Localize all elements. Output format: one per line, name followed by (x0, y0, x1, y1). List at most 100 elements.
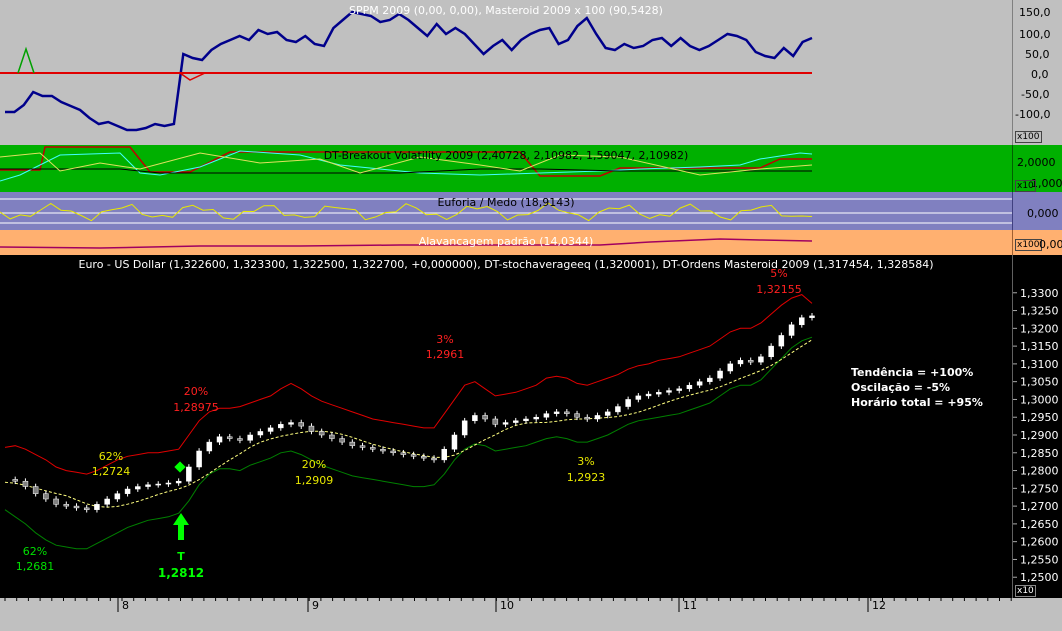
sppm-title: SPPM 2009 (0,00, 0,00), Masteroid 2009 x… (349, 4, 663, 17)
candle-body (666, 390, 672, 393)
breakout-tick: 1,0000 (1031, 177, 1062, 190)
x-tick-label: 11 (683, 599, 697, 612)
candle-body (278, 424, 284, 429)
alavancagem-axis: x100 0,00 (1012, 230, 1062, 255)
breakout-cyan-line (0, 150, 813, 182)
candle-body (696, 381, 703, 386)
breakout-axis: 2,0000 1,0000 x10 (1012, 145, 1062, 192)
candle-body (206, 441, 213, 452)
candle-body (267, 427, 274, 432)
candle-body (390, 450, 396, 454)
euforia-line (0, 202, 813, 222)
candle-body (604, 411, 611, 416)
candle-body (707, 377, 713, 382)
euforia-tick: 0,000 (1027, 207, 1059, 220)
candle-body (758, 356, 764, 363)
x-axis-svg: 8 9 10 11 12 (4, 598, 1012, 612)
candle-body (32, 486, 39, 494)
price-tick-label: 1,2950 (1020, 411, 1059, 424)
price-tick-label: 1,3150 (1020, 340, 1059, 353)
sppm-axis: 150,0 100,0 50,0 0,0 -50,0 -100,0 x100 (1012, 0, 1062, 145)
candle-body (104, 498, 110, 505)
candle-body (349, 441, 356, 446)
candle-body (421, 456, 427, 459)
ann-price: 1,2724 (91, 465, 131, 478)
candle-body (329, 434, 335, 439)
candle-body (318, 431, 325, 436)
candle-body (574, 413, 580, 418)
candle-body (523, 418, 529, 422)
breakout-yellow-line (0, 152, 813, 176)
candle-body (12, 479, 18, 482)
candle-body (727, 363, 734, 372)
candle-body (686, 384, 693, 390)
buy-arrow-icon (173, 513, 189, 540)
candle-body (288, 422, 294, 425)
candle-body (431, 457, 437, 461)
price-tick-label: 1,3200 (1020, 322, 1059, 335)
candle-body (584, 416, 591, 420)
price-tick-label: 1,2500 (1020, 571, 1059, 584)
euforia-axis: 0,000 (1012, 192, 1062, 230)
price-plot (4, 294, 815, 550)
info-horario: Horário total = +95% (851, 396, 983, 409)
price-multiplier: x10 (1015, 585, 1036, 597)
candle-body (492, 418, 499, 425)
info-oscilacao: Oscilação = -5% (851, 381, 950, 394)
ann-pct: 3% (577, 455, 595, 468)
candle-body (564, 411, 570, 414)
sppm-tick: 0,0 (1031, 68, 1049, 81)
candle-body (124, 488, 131, 494)
candle-body (533, 416, 539, 420)
breakout-plot (0, 146, 813, 182)
candle-body (359, 445, 366, 448)
sppm-tick: -50,0 (1021, 88, 1050, 101)
breakout-multiplier: x10 (1015, 180, 1036, 192)
ann-pct: 62% (98, 450, 124, 463)
candle-body (788, 324, 795, 336)
price-tick-label: 1,2650 (1020, 518, 1059, 531)
alavancagem-plot (0, 238, 813, 249)
ann-price: 1,2923 (566, 471, 606, 484)
sppm-tick: -100,0 (1015, 108, 1051, 121)
candle-body (441, 448, 448, 461)
alavancagem-multiplier: x100 (1015, 239, 1042, 251)
candle-body (369, 447, 376, 450)
x-tick-label: 12 (872, 599, 886, 612)
diamond-signal-icon (174, 461, 186, 473)
price-tick-label: 1,2700 (1020, 500, 1059, 513)
candle-body (656, 392, 662, 395)
candle-body (22, 480, 29, 487)
arrow-label: T (177, 550, 185, 563)
candle-body (155, 483, 161, 486)
price-title: Euro - US Dollar (1,322600, 1,323300, 1,… (78, 258, 934, 271)
ann-price: 1,28975 (173, 401, 219, 414)
candle-body (809, 315, 815, 318)
euforia-title: Euforia / Medo (18,9143) (437, 196, 575, 209)
price-tick-label: 1,2900 (1020, 429, 1059, 442)
candle-body (737, 360, 744, 365)
candle-body (778, 335, 785, 347)
sppm-tick: 100,0 (1019, 28, 1051, 41)
candle-body (472, 415, 478, 422)
candle-body (513, 420, 519, 423)
candle-body (73, 505, 80, 509)
alavancagem-tick: 0,00 (1039, 238, 1062, 251)
candle-body (175, 480, 182, 484)
breakout-pane: DT-Breakout Volatility 2009 (2,40728, 2,… (0, 145, 1012, 192)
sppm-plot (0, 10, 813, 132)
alavancagem-title: Alavancagem padrão (14,0344) (418, 235, 594, 248)
arrow-price: 1,2812 (157, 566, 205, 580)
candle-body (482, 415, 488, 420)
candle-body (196, 450, 202, 468)
candle-body (747, 360, 754, 363)
candle-body (400, 452, 407, 455)
candle-body (135, 486, 141, 490)
price-tick-label: 1,2850 (1020, 447, 1059, 460)
upper-band-line (4, 294, 813, 475)
candle-body (380, 448, 386, 452)
candle-body (768, 345, 774, 358)
ann-pct: 20% (183, 385, 209, 398)
breakout-tick: 2,0000 (1017, 156, 1056, 169)
candle-body (83, 507, 90, 510)
